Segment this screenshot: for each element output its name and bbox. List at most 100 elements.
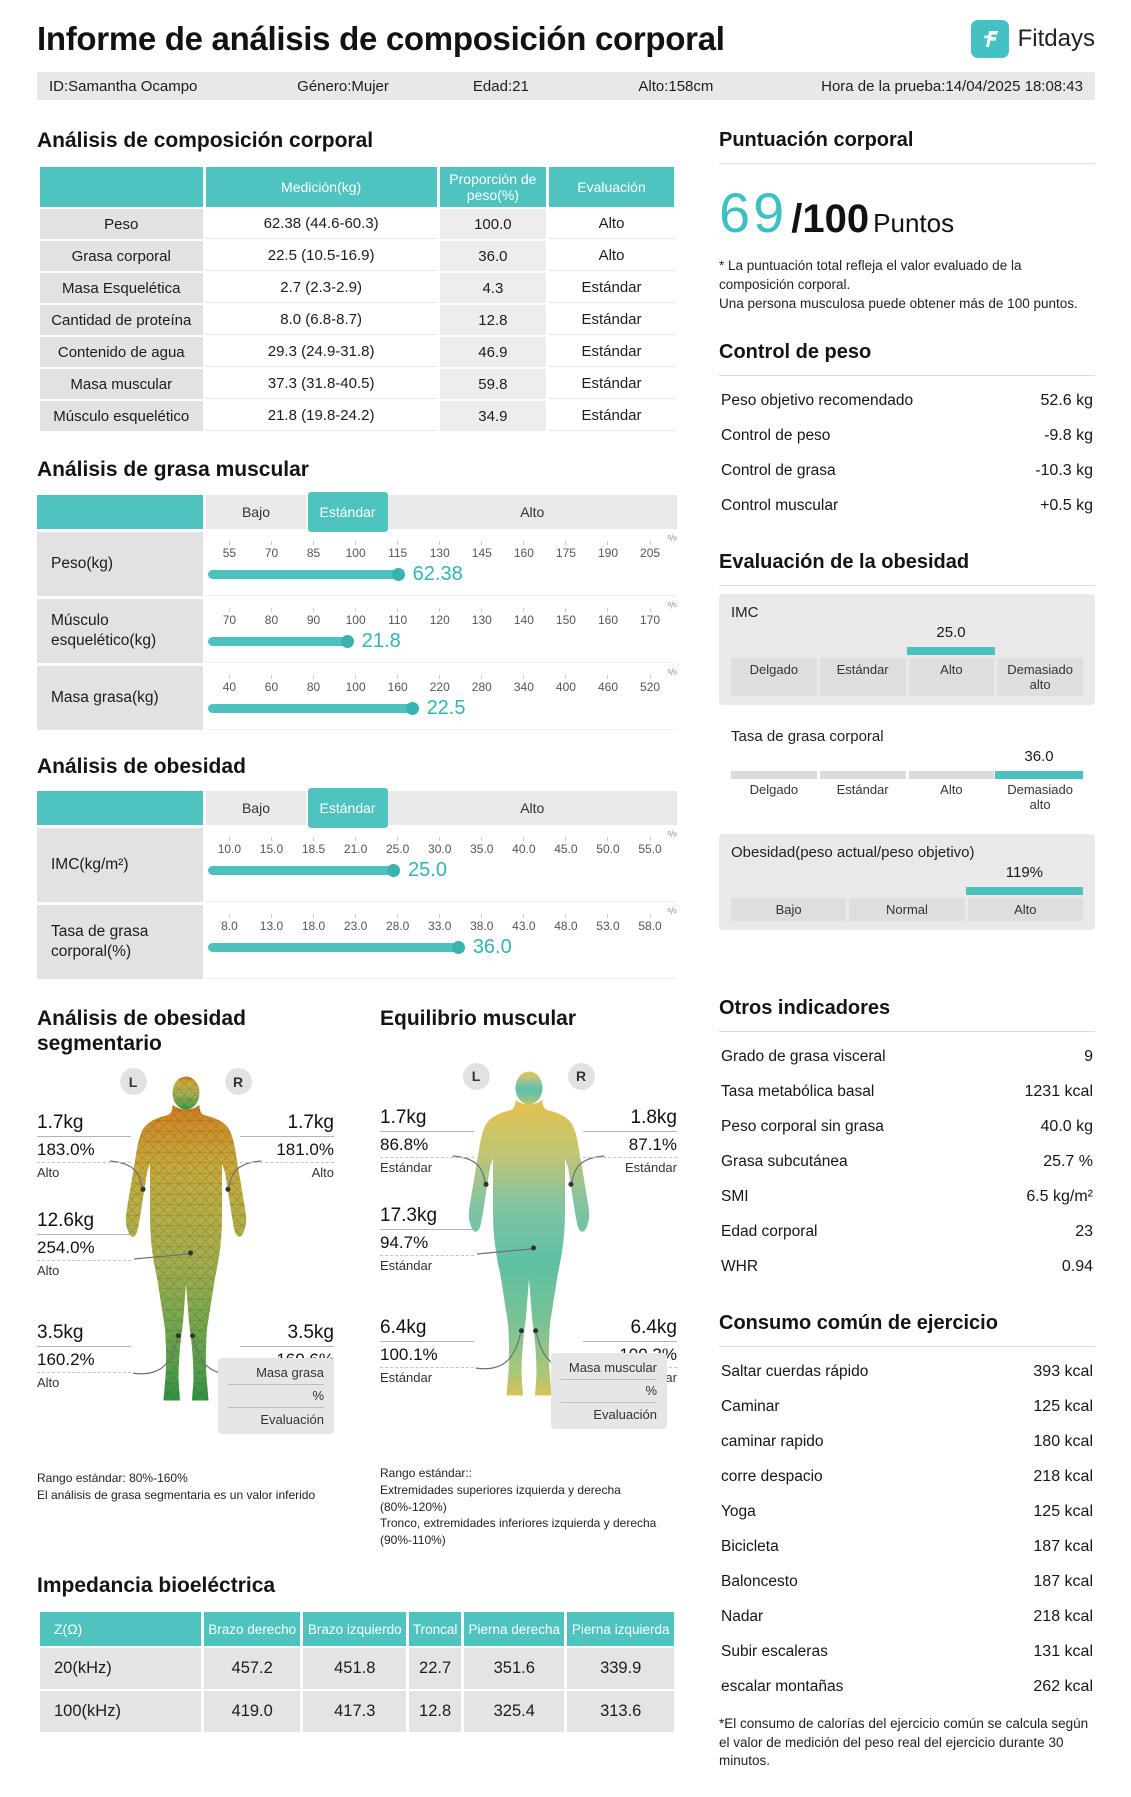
segment-eval: Estándar [380,1159,433,1175]
cell-value: 325.4 [464,1691,565,1733]
tick-label: 21.0 [335,837,377,856]
kv-row: Grasa subcutánea 25.7 % [719,1145,1095,1180]
kv-label: Peso objetivo recomendado [721,392,914,410]
tick-label: 280 [461,675,503,694]
row-eval: Estándar [549,337,674,368]
legend-line: Evaluación [260,1412,324,1428]
score-denominator: /100 [791,197,870,241]
cell-value: 457.2 [203,1648,301,1690]
kv-value: -9.8 kg [1044,427,1093,445]
kv-row: Baloncesto 187 kcal [719,1565,1095,1600]
row-eval: Alto [549,209,674,240]
kv-value: 262 kcal [1033,1678,1093,1696]
score-unit: Puntos [873,208,955,238]
segmental-note: Rango estándar: 80%-160% El análisis de … [37,1470,334,1504]
row-measure: 62.38 (44.6-60.3) [205,209,437,240]
segment-pct: 183.0% [37,1137,131,1164]
scale-row-label: IMC(kg/m²) [37,827,204,902]
bar-value: 22.5 [426,697,466,720]
segmental-fat-section: Análisis de obesidad segmentario L R [37,982,334,1549]
kv-label: Peso corporal sin grasa [721,1118,884,1136]
kv-label: corre despacio [721,1468,823,1486]
body-mesh-figure [125,1076,246,1401]
tick-labels: 70 80 90 100 110 120 130 140 150 160 170 [208,608,671,627]
tick-label: 55 [208,541,250,560]
kv-value: 218 kcal [1033,1608,1093,1626]
scale-row-label: Peso(kg) [37,531,204,596]
kv-row: escalar montañas 262 kcal [719,1670,1095,1705]
tick-labels: 8.0 13.0 18.0 23.0 28.0 33.0 38.0 43.0 48.0 53.0 5… [208,914,671,933]
figure-legend: Masa grasa % Evaluación [218,1358,334,1435]
tick-label: 28.0 [377,914,419,933]
band-labels: Delgado Estándar Alto Demasiado alto [731,782,1083,812]
tick-label: 145 [461,541,503,560]
row-ratio: 46.9 [439,337,546,368]
tick-labels: 10.0 15.0 18.5 21.0 25.0 30.0 35.0 40.0 45.0 50.0… [208,837,671,856]
tick-label: 100 [335,675,377,694]
kv-label: Control de grasa [721,462,836,480]
col-left-arm: Brazo izquierdo [303,1612,407,1647]
segment-eval: Alto [37,1165,60,1181]
note-line: El análisis de grasa segmentaria es un v… [37,1487,316,1502]
segment-kg: 1.7kg [37,1112,131,1138]
tick-label: 70 [250,541,292,560]
scale-header-blank [37,494,204,529]
scale-row-fat-mass: Masa grasa(kg) % 40 60 80 100 160 220 280 340 40… [37,665,679,730]
exercise-section: Consumo común de ejercicio Saltar cuerda… [719,1311,1095,1772]
section-title-score: Puntuación corporal [719,128,1095,164]
kv-row: Nadar 218 kcal [719,1600,1095,1635]
band-label: Delgado [731,657,817,696]
kv-label: caminar rapido [721,1433,824,1451]
balance-trunk: 17.3kg 94.7% Estándar [380,1205,474,1273]
kv-value: 218 kcal [1033,1468,1093,1486]
section-title-composition: Análisis de composición corporal [37,129,374,152]
kv-row: WHR 0.94 [719,1250,1095,1285]
brand-name: Fitdays [1017,25,1095,52]
scale-row-bmi: IMC(kg/m²) % 10.0 15.0 18.5 21.0 25.0 30.0 35.… [37,827,678,902]
kv-label: Bicicleta [721,1538,779,1556]
tick-label: 80 [250,608,292,627]
row-label: Grasa corporal [40,241,203,272]
scale-row-label: Músculo esquelético(kg) [37,598,204,663]
col-trunk: Troncal [409,1612,462,1647]
cell-value: 12.8 [409,1691,462,1733]
tick-labels: 40 60 80 100 160 220 280 340 400 460 520 [208,675,671,694]
section-title-obesity-eval: Evaluación de la obesidad [719,550,1095,586]
percent-mark: % [666,665,679,679]
segment-kg: 12.6kg [37,1210,131,1236]
scale-header: Bajo Estándar Alto [37,787,677,828]
kv-row: Grado de grasa visceral 9 [719,1040,1095,1075]
kv-value: 125 kcal [1033,1398,1093,1416]
col-ratio: Proporción de peso(%) [439,167,546,208]
tick-label: 100 [335,541,377,560]
note-line: Extremidades superiores izquierda y dere… [380,1482,621,1497]
tick-label: 15.0 [250,837,292,856]
bar-value: 36.0 [472,936,512,959]
kv-row: Caminar 125 kcal [719,1390,1095,1425]
segment-pct: 94.7% [380,1230,474,1256]
bar-value: 25.0 [408,859,447,882]
exercise-note: *El consumo de calorías del ejercicio co… [719,1715,1089,1769]
legend-line: Masa muscular [561,1360,657,1380]
row-eval: Estándar [549,305,674,336]
cell-value: 313.6 [567,1691,674,1733]
brand: Fitdays [970,20,1095,58]
tick-label: 85 [293,541,335,560]
tick-label: 25.0 [377,837,419,856]
row-ratio: 36.0 [439,241,546,272]
col-left-leg: Pierna izquierda [567,1612,674,1647]
balance-right-arm: 1.8kg 87.1% Estándar [583,1107,677,1175]
tick-label: 30.0 [419,837,461,856]
cell-value: 419.0 [203,1691,301,1733]
score-note-1: * La puntuación total refleja el valor e… [719,258,1022,292]
kv-label: Nadar [721,1608,764,1626]
section-title-impedance: Impedancia bioeléctrica [37,1573,276,1597]
segment-kg: 17.3kg [380,1205,474,1230]
band-label: Alto [967,897,1083,921]
row-ratio: 12.8 [439,305,546,336]
zone-high: Alto [520,799,545,816]
kv-row: Control de peso -9.8 kg [719,419,1095,454]
band-label: Demasiado alto [997,657,1083,696]
note-line: Tronco, extremidades inferiores izquierd… [380,1516,657,1531]
